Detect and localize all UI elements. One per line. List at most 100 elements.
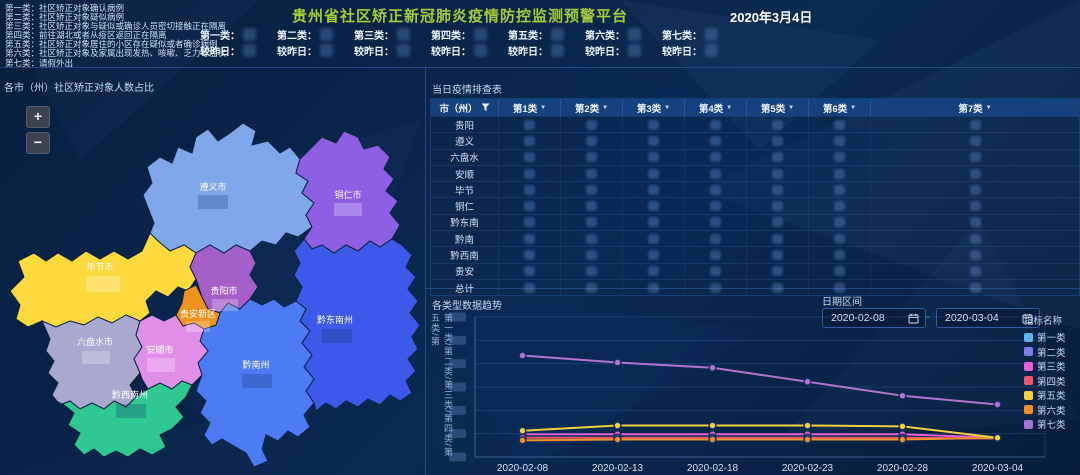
table-cell-region: 总计 <box>431 279 499 296</box>
filter-icon[interactable] <box>481 103 490 112</box>
cell-value-redacted <box>524 184 535 195</box>
date-to-input[interactable]: 2020-03-04 <box>936 308 1040 328</box>
legend-item[interactable]: 第四类 <box>1024 374 1066 389</box>
map-value-redacted <box>186 321 210 332</box>
table-cell-value <box>623 279 685 296</box>
stat-value-redacted <box>320 27 333 41</box>
map-label-zunyi: 遵义市 <box>199 181 226 192</box>
date-from-input[interactable]: 2020-02-08 <box>822 308 926 328</box>
stat-label: 第一类： <box>200 30 240 42</box>
chevron-down-icon[interactable]: ▼ <box>850 104 857 111</box>
table-header-category[interactable]: 第7类 ▼ <box>871 99 1079 116</box>
map-region-guian[interactable] <box>175 284 221 330</box>
chevron-down-icon[interactable]: ▼ <box>788 104 795 111</box>
data-point[interactable] <box>613 421 622 430</box>
table-cell-value <box>747 198 809 214</box>
table-cell-value <box>871 231 1079 246</box>
stat-delta-redacted <box>320 43 333 57</box>
chevron-down-icon[interactable]: ▼ <box>602 104 609 111</box>
data-point[interactable] <box>898 391 907 400</box>
map-region-qiannan[interactable] <box>195 298 315 468</box>
data-point[interactable] <box>803 421 812 430</box>
legend-swatch <box>1024 376 1033 386</box>
table-row: 贵安 <box>431 262 1079 279</box>
table-cell-value <box>561 165 623 182</box>
table-row: 六盘水 <box>431 148 1079 165</box>
cell-value-redacted <box>524 152 535 163</box>
table-row: 黔西南 <box>431 246 1079 263</box>
table-cell-value <box>809 117 871 133</box>
data-point[interactable] <box>993 400 1002 409</box>
cell-value-redacted <box>969 217 981 228</box>
legend-label: 第六类 <box>1037 405 1066 417</box>
cell-value-redacted <box>648 201 659 212</box>
map-value-redacted <box>212 299 238 311</box>
cell-value-redacted <box>710 233 721 244</box>
data-point[interactable] <box>613 358 622 367</box>
map-region-qianxinan[interactable] <box>51 380 193 458</box>
data-point[interactable] <box>898 435 907 444</box>
data-point[interactable] <box>708 435 717 444</box>
map-region-qiandongnan[interactable] <box>293 238 421 412</box>
table-cell-value <box>499 149 561 165</box>
map-label-guian: 贵安新区 <box>180 308 216 319</box>
table-cell-value <box>623 149 685 165</box>
table-cell-value <box>499 182 561 198</box>
divider-horizontal-top <box>0 67 1080 68</box>
table-header-category[interactable]: 第6类 ▼ <box>809 99 871 116</box>
legend-item[interactable]: 第五类 <box>1024 388 1066 403</box>
x-axis-label: 2020-03-04 <box>972 463 1024 474</box>
cell-value-redacted <box>772 168 783 179</box>
data-point[interactable] <box>518 426 527 435</box>
calendar-icon <box>908 313 919 323</box>
legend-item[interactable]: 第六类 <box>1024 403 1066 418</box>
data-point[interactable] <box>803 377 812 386</box>
trend-line <box>522 424 998 439</box>
table-row: 黔南 <box>431 230 1079 247</box>
map-zoom-in-button[interactable]: + <box>26 106 50 128</box>
data-point[interactable] <box>613 435 622 444</box>
data-point[interactable] <box>708 363 717 372</box>
chevron-down-icon[interactable]: ▼ <box>664 104 671 111</box>
category-note: 第二类：社区矫正对象疑似病例 <box>5 12 125 23</box>
cell-value-redacted <box>648 152 659 163</box>
category-note: 第一类：社区矫正对象确认病例 <box>5 3 125 13</box>
map-zoom-out-button[interactable]: − <box>26 132 50 154</box>
cell-value-redacted <box>772 135 783 146</box>
cell-value-redacted <box>772 184 783 195</box>
legend-item[interactable]: 第七类 <box>1024 417 1066 432</box>
cell-value-redacted <box>772 250 783 261</box>
category-note: 第六类：社区矫正对象及家属出现发热、咳嗽、乏力等症状 <box>5 48 227 59</box>
table-header-category[interactable]: 第1类 ▼ <box>499 99 561 116</box>
data-point[interactable] <box>993 433 1002 442</box>
current-date: 2020年3月4日 <box>730 10 813 25</box>
table-header-category[interactable]: 第3类 ▼ <box>623 99 685 116</box>
map-region-guiyang[interactable] <box>189 244 259 314</box>
table-header-region[interactable]: 市（州） <box>431 99 499 116</box>
legend-item[interactable]: 第二类 <box>1024 345 1066 360</box>
table-header-category[interactable]: 第2类 ▼ <box>561 99 623 116</box>
data-point[interactable] <box>898 422 907 431</box>
stat-delta-label: 较昨日： <box>200 46 240 58</box>
map-region-anshun[interactable] <box>133 314 209 390</box>
cell-value-redacted <box>710 152 721 163</box>
data-point[interactable] <box>708 421 717 430</box>
chevron-down-icon[interactable]: ▼ <box>985 104 992 111</box>
data-point[interactable] <box>518 351 527 360</box>
cell-value-redacted <box>710 250 721 261</box>
stat-label: 第五类： <box>508 30 548 42</box>
chevron-down-icon[interactable]: ▼ <box>726 104 733 111</box>
legend-item[interactable]: 第三类 <box>1024 359 1066 374</box>
stat-value-line: 第一类： <box>200 26 256 42</box>
chevron-down-icon[interactable]: ▼ <box>540 104 547 111</box>
table-header-category[interactable]: 第4类 ▼ <box>685 99 747 116</box>
legend-item[interactable]: 第一类 <box>1024 330 1066 345</box>
data-point[interactable] <box>518 436 527 445</box>
cell-value-redacted <box>710 217 721 228</box>
table-cell-value <box>685 279 747 296</box>
map-region-zunyi[interactable] <box>142 122 315 254</box>
data-point[interactable] <box>803 435 812 444</box>
cell-value-redacted <box>834 168 845 179</box>
y-tick-redacted <box>449 335 466 345</box>
table-header-category[interactable]: 第5类 ▼ <box>747 99 809 116</box>
